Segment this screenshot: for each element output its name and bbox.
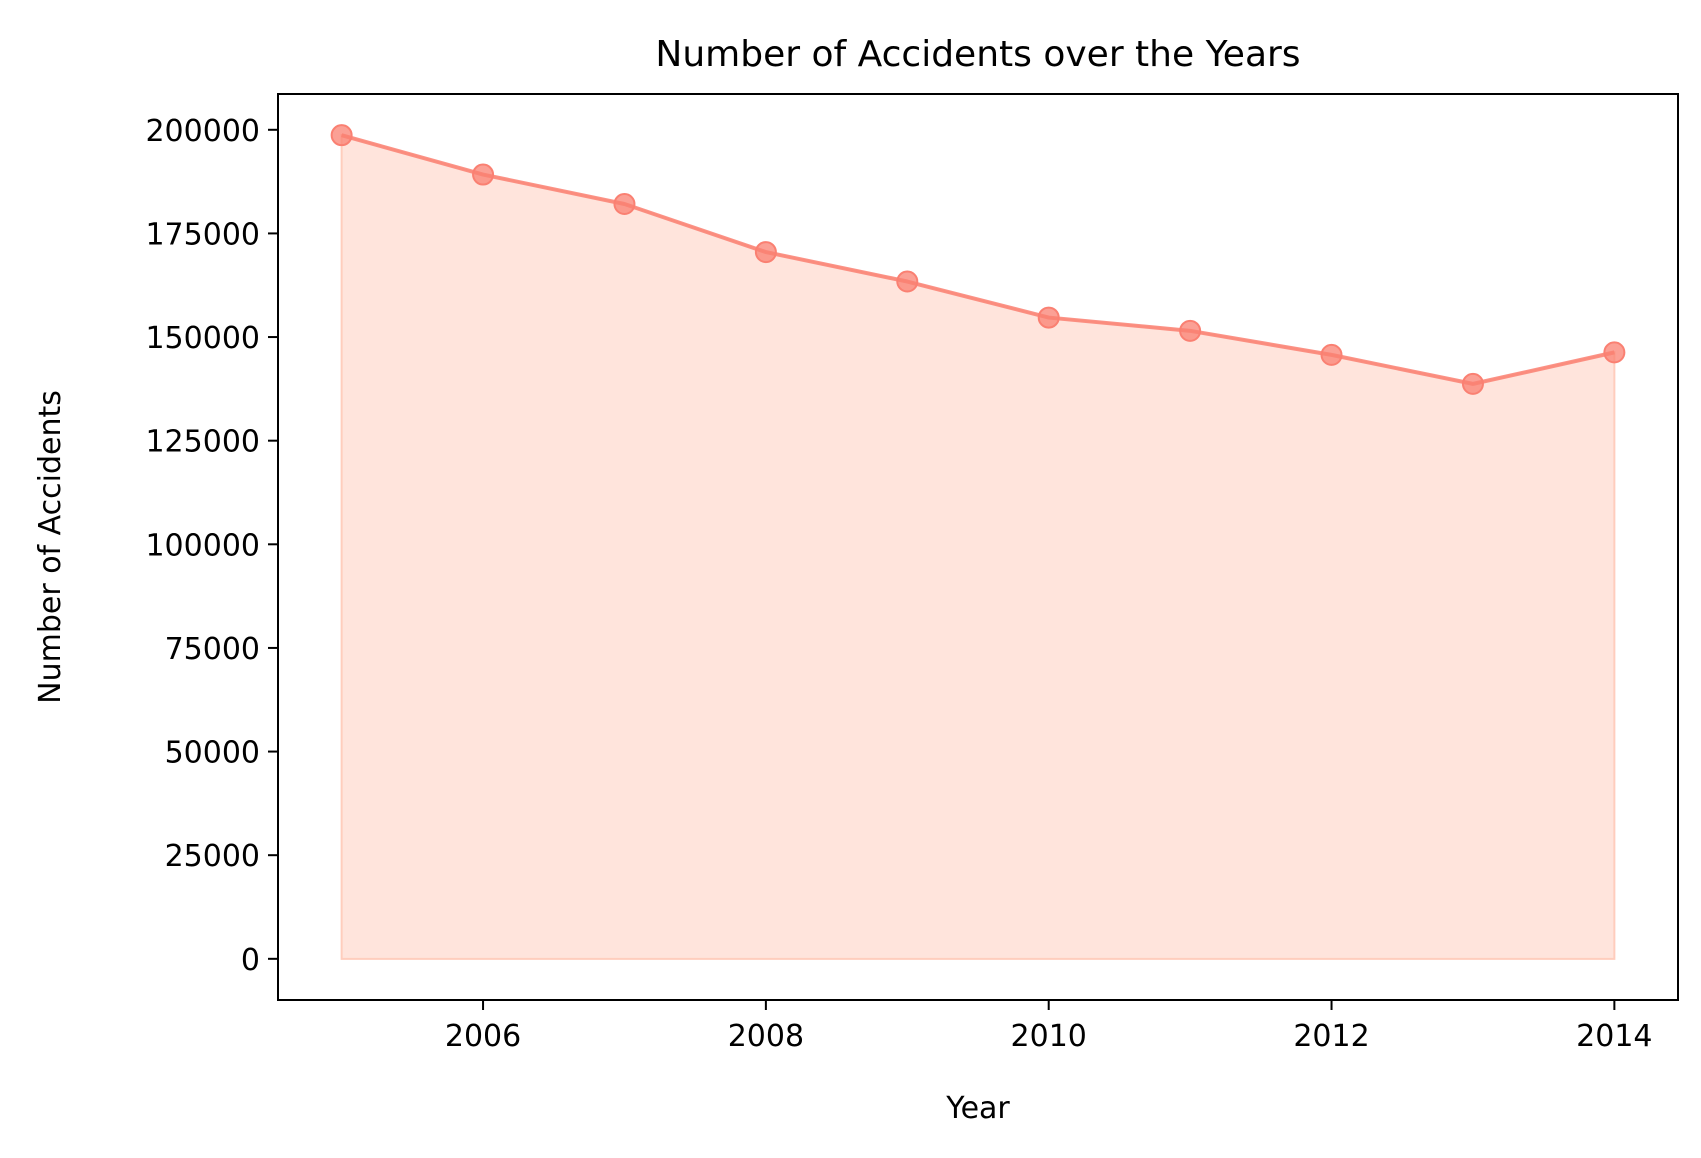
y-tick-label: 125000	[145, 425, 260, 460]
data-point-2011	[1179, 319, 1202, 342]
y-tick-label: 75000	[165, 632, 260, 667]
y-tick-label: 200000	[145, 114, 260, 149]
data-point-2010	[1037, 306, 1060, 329]
data-point-2007	[613, 192, 636, 215]
x-tick-label: 2006	[445, 1019, 521, 1054]
x-axis: 2006 2008 2010 2012 2014	[445, 1000, 1653, 1054]
y-tick-label: 25000	[165, 839, 260, 874]
x-tick-label: 2012	[1293, 1019, 1369, 1054]
data-point-2006	[472, 163, 495, 186]
data-point-2012	[1320, 343, 1343, 366]
data-point-2008	[754, 241, 777, 264]
y-axis: 0 25000 50000 75000 100000 125000 150000 175000…	[145, 114, 278, 978]
data-point-2009	[896, 270, 919, 293]
x-tick-label: 2008	[728, 1019, 804, 1054]
y-tick-label: 175000	[145, 217, 260, 252]
axes-frame	[277, 93, 1679, 1001]
data-point-2013	[1461, 372, 1484, 395]
chart-title: Number of Accidents over the Years	[655, 34, 1300, 75]
plot-area	[330, 124, 1626, 960]
x-tick-label: 2010	[1011, 1019, 1087, 1054]
x-axis-label: Year	[945, 1091, 1010, 1126]
data-point-2005	[330, 124, 353, 147]
x-tick-label: 2014	[1576, 1019, 1652, 1054]
data-point-2014	[1603, 341, 1626, 364]
area-fill	[340, 133, 1616, 960]
y-tick-label: 150000	[145, 321, 260, 356]
y-tick-label: 50000	[165, 736, 260, 771]
y-axis-label: Number of Accidents	[33, 390, 68, 704]
y-tick-label: 100000	[145, 528, 260, 563]
y-tick-label: 0	[241, 943, 260, 978]
series-line	[341, 133, 1615, 386]
